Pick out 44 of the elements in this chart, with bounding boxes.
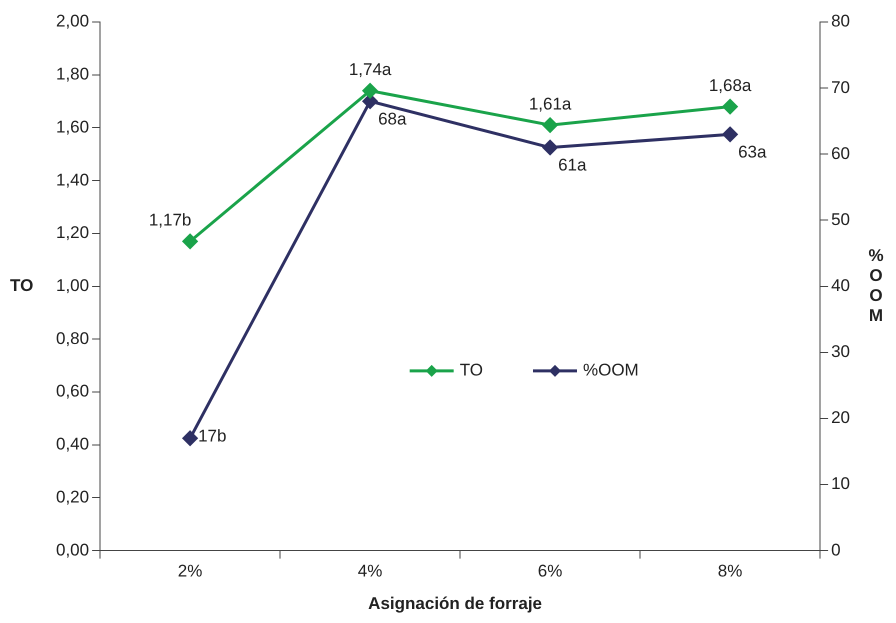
y-tick-label: 2,00 (56, 12, 90, 31)
data-label: 1,61a (528, 94, 572, 114)
legend-label: TO (460, 360, 483, 380)
data-label: 63a (738, 142, 767, 162)
legend-label: %OOM (582, 360, 639, 380)
y2-tick-label: 50 (831, 210, 850, 229)
point (722, 126, 738, 142)
y2-tick-label: 70 (831, 78, 850, 97)
y-tick-label: 1,60 (56, 117, 90, 136)
y-tick-label: 1,20 (56, 223, 90, 242)
y-tick-label: 1,80 (56, 64, 90, 84)
data-label: 1,17b (148, 210, 192, 230)
data-label: 1,68a (708, 76, 752, 95)
data-label: 68a (378, 109, 407, 128)
x-tick-label: 2% (178, 561, 202, 580)
x-tick-label: 8% (718, 561, 742, 580)
data-label: 61a (558, 156, 587, 175)
y2-tick-label: 20 (831, 408, 850, 428)
y-tick-label: 0,20 (56, 487, 90, 506)
y-tick-label: 1,00 (56, 276, 90, 295)
y2-tick-label: 10 (831, 474, 850, 494)
y-axis-title: TO (10, 276, 34, 295)
point (542, 118, 558, 133)
y-tick-label: 0,80 (56, 328, 90, 348)
x-tick-label: 6% (538, 561, 562, 580)
data-label: 1,74a (348, 60, 392, 79)
y2-tick-label: 60 (831, 144, 850, 163)
y-tick-label: 0,60 (56, 382, 90, 401)
point (362, 83, 378, 98)
point (182, 430, 198, 446)
data-label: 17b (198, 426, 226, 446)
x-tick-label: 4% (358, 561, 382, 580)
y2-tick-label: 30 (831, 342, 850, 362)
point (542, 140, 558, 156)
y-tick-label: 0,40 (56, 434, 90, 454)
y2-tick-label: 0 (831, 540, 841, 560)
point (722, 99, 738, 114)
x-axis-title: Asignación de forraje (368, 594, 542, 614)
y2-tick-label: 80 (831, 12, 850, 31)
y2-axis-title: %OOM (868, 246, 884, 325)
y-tick-label: 1,40 (56, 170, 90, 190)
y2-tick-label: 40 (831, 276, 850, 295)
y-tick-label: 0,00 (56, 540, 90, 560)
point (182, 234, 198, 249)
